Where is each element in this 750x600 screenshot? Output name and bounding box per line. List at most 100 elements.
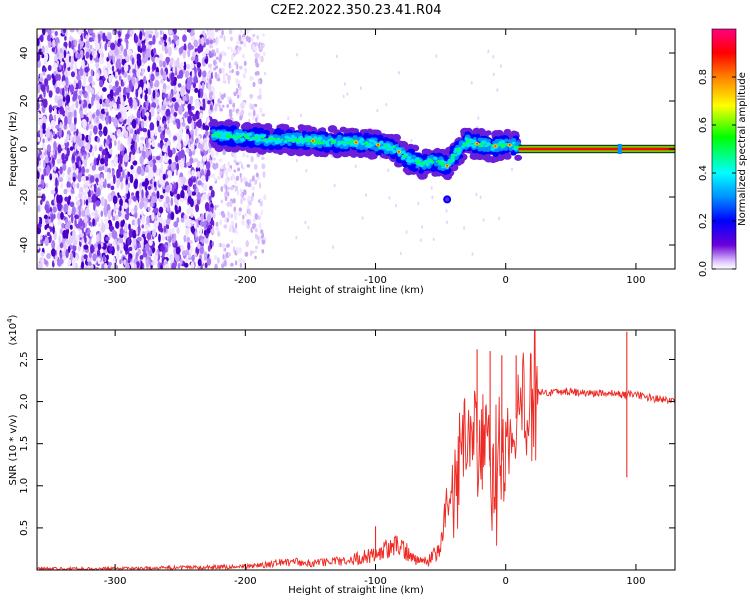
noise-dot: [151, 195, 156, 204]
noise-dot: [168, 29, 173, 35]
noise-dot: [74, 62, 78, 71]
noise-dot: [104, 42, 108, 51]
noise-dot: [149, 122, 155, 132]
noise-dot: [105, 102, 110, 108]
noise-dot: [165, 157, 169, 162]
noise-dot: [121, 169, 125, 179]
noise-dot: [98, 166, 103, 172]
noise-dot: [215, 226, 219, 232]
noise-dot: [85, 143, 91, 151]
noise-dot: [114, 46, 119, 56]
noise-dot: [147, 129, 151, 139]
noise-dot: [185, 227, 189, 237]
noise-dot: [99, 131, 102, 137]
noise-dot: [190, 105, 195, 111]
signal-blob: [389, 134, 396, 140]
noise-dot: [120, 95, 124, 104]
noise-dot: [199, 162, 204, 171]
noise-dot: [140, 136, 145, 141]
noise-dot: [171, 227, 175, 234]
noise-dot: [227, 77, 231, 85]
noise-dot: [176, 227, 180, 235]
noise-dot: [80, 261, 85, 269]
noise-dot: [52, 39, 56, 48]
noise-dot: [196, 199, 201, 205]
noise-dot: [64, 35, 67, 41]
noise-dot: [221, 243, 226, 249]
noise-dot: [146, 232, 152, 241]
noise-dot: [76, 53, 82, 59]
noise-dot: [255, 117, 258, 123]
noise-dot: [173, 112, 178, 117]
noise-dot: [72, 229, 76, 240]
noise-dot: [59, 166, 63, 175]
noise-dot: [53, 71, 57, 76]
noise-dot: [157, 114, 161, 121]
noise-dot: [197, 45, 202, 54]
signal-blob: [418, 171, 428, 180]
noise-dot: [107, 193, 112, 202]
noise-dot: [159, 216, 163, 224]
signal-blob: [255, 128, 262, 134]
noise-dot: [84, 265, 90, 269]
noise-dot: [201, 82, 205, 91]
noise-dot: [52, 130, 56, 137]
noise-dot: [45, 45, 49, 53]
noise-dot: [128, 97, 133, 106]
noise-dot: [237, 167, 240, 172]
noise-dot: [242, 197, 246, 201]
noise-dot: [148, 239, 153, 246]
noise-dot: [85, 236, 90, 243]
noise-dot: [178, 205, 182, 213]
noise-dot: [117, 30, 122, 38]
noise-dot: [159, 250, 163, 257]
noise-dot: [154, 80, 160, 88]
noise-dot: [125, 105, 131, 111]
noise-dot: [96, 249, 101, 257]
noise-dot: [47, 34, 51, 42]
noise-dot: [166, 57, 170, 66]
noise-dot: [359, 86, 362, 90]
noise-dot: [50, 119, 56, 128]
noise-dot: [100, 157, 106, 165]
noise-dot: [187, 242, 191, 251]
noise-dot: [119, 227, 124, 236]
noise-dot: [242, 152, 246, 158]
noise-dot: [43, 66, 47, 73]
noise-dot: [84, 236, 87, 244]
noise-dot: [95, 42, 100, 50]
noise-dot: [39, 72, 43, 80]
noise-dot: [139, 141, 143, 152]
noise-dot: [139, 30, 143, 41]
noise-dot: [137, 248, 142, 255]
noise-dot: [171, 262, 177, 269]
noise-dot: [67, 66, 71, 71]
noise-dot: [207, 29, 211, 37]
noise-dot: [238, 110, 241, 116]
noise-dot: [98, 223, 102, 228]
noise-dot: [89, 244, 95, 254]
noise-dot: [239, 29, 243, 34]
noise-dot: [37, 186, 42, 192]
noise-dot: [204, 251, 208, 260]
noise-dot: [261, 239, 266, 245]
signal-blob: [273, 134, 279, 138]
noise-dot: [69, 84, 75, 93]
noise-dot: [158, 153, 163, 164]
noise-dot: [72, 244, 77, 252]
noise-dot: [50, 151, 54, 156]
noise-dot: [168, 236, 172, 243]
noise-dot: [124, 169, 128, 176]
noise-dot: [46, 253, 51, 260]
noise-dot: [76, 200, 81, 207]
signal-blob: [318, 151, 325, 158]
signal-blob: [223, 119, 234, 127]
noise-dot: [231, 68, 234, 74]
noise-dot: [475, 192, 478, 197]
noise-dot: [123, 259, 127, 265]
noise-dot: [162, 70, 167, 80]
noise-dot: [104, 107, 109, 113]
noise-dot: [230, 64, 233, 69]
noise-dot: [63, 188, 68, 195]
noise-dot: [184, 111, 189, 118]
